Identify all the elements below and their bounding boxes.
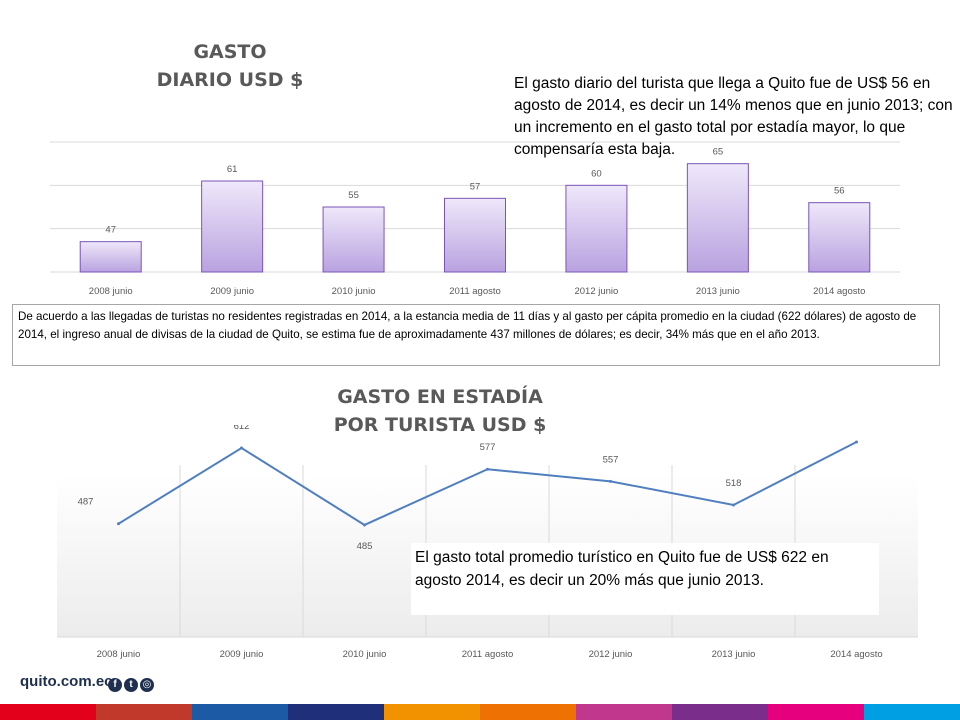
- stripe-segment: [0, 704, 96, 720]
- line-chart-title-line1: GASTO EN ESTADÍA: [337, 386, 543, 408]
- daily-spending-note: El gasto diario del turista que llega a …: [514, 75, 953, 158]
- line-x-tick-label: 2010 junio: [343, 649, 387, 660]
- line-data-label: 557: [603, 454, 619, 465]
- bar-data-label: 47: [105, 225, 116, 236]
- bar-x-tick-label: 2011 agosto: [449, 286, 501, 297]
- bar: [686, 163, 749, 273]
- bar-x-tick-label: 2010 junio: [332, 286, 376, 297]
- bar: [201, 180, 264, 273]
- bar: [808, 202, 871, 273]
- bar-chart-title-line2: DIARIO USD $: [156, 69, 304, 91]
- line-point: [732, 503, 735, 507]
- line-data-label: 518: [726, 478, 742, 489]
- stripe-segment: [672, 704, 768, 720]
- bar-data-label: 60: [591, 168, 602, 179]
- total-spending-note: El gasto total promedio turístico en Qui…: [411, 543, 879, 615]
- annual-income-note: De acuerdo a las llegadas de turistas no…: [12, 304, 940, 366]
- bar-x-tick-label: 2014 agosto: [813, 286, 865, 297]
- line-point: [117, 522, 120, 526]
- line-chart-title: GASTO EN ESTADÍA POR TURISTA USD $: [300, 383, 580, 439]
- bar-data-label: 65: [713, 147, 724, 158]
- bar-data-label: 57: [470, 181, 481, 192]
- line-chart-title-line2: POR TURISTA USD $: [333, 414, 547, 436]
- bar-x-tick-label: 2009 junio: [210, 286, 254, 297]
- bar-x-tick-label: 2008 junio: [89, 286, 133, 297]
- bar: [322, 206, 385, 273]
- bar-data-label: 56: [834, 186, 845, 197]
- bar-data-label: 55: [348, 190, 359, 201]
- line-data-label: 577: [480, 442, 496, 453]
- bar: [565, 184, 628, 273]
- line-x-tick-label: 2013 junio: [712, 649, 756, 660]
- bar: [79, 241, 142, 273]
- stripe-segment: [288, 704, 384, 720]
- stripe-segment: [768, 704, 864, 720]
- line-data-label: 612: [234, 425, 250, 432]
- bar: [444, 197, 506, 273]
- line-x-tick-label: 2014 agosto: [830, 649, 882, 660]
- social-icons: f t ◎: [108, 674, 156, 692]
- facebook-icon[interactable]: f: [108, 678, 122, 692]
- line-data-label: 487: [78, 497, 94, 508]
- twitter-icon[interactable]: t: [124, 678, 138, 692]
- brand-logo-text: quito.com.ec: [20, 673, 113, 690]
- line-point: [855, 440, 858, 444]
- bar-x-tick-label: 2013 junio: [696, 286, 740, 297]
- stripe-segment: [480, 704, 576, 720]
- bar-chart: 47 2008 junio 61 2009 junio 55 2010 junio 57 20…: [50, 141, 900, 297]
- bar-x-tick-label: 2012 junio: [574, 286, 618, 297]
- stripe-segment: [96, 704, 192, 720]
- line-x-tick-label: 2012 junio: [589, 649, 633, 660]
- stripe-segment: [384, 704, 480, 720]
- line-data-label: 622: [849, 425, 865, 426]
- brand-color-stripe: [0, 704, 960, 720]
- line-data-label: 485: [357, 541, 373, 552]
- bar-data-label: 61: [227, 164, 238, 175]
- line-x-tick-label: 2011 agosto: [462, 649, 514, 660]
- stripe-segment: [864, 704, 960, 720]
- bar-chart-title: GASTO DIARIO USD $: [150, 38, 310, 94]
- line-point: [240, 446, 243, 450]
- line-x-tick-label: 2009 junio: [220, 649, 264, 660]
- instagram-icon[interactable]: ◎: [140, 678, 154, 692]
- line-point: [486, 467, 489, 471]
- bar-chart-title-line1: GASTO: [193, 41, 267, 63]
- line-point: [363, 523, 366, 527]
- line-x-tick-label: 2008 junio: [97, 649, 141, 660]
- stripe-segment: [576, 704, 672, 720]
- stripe-segment: [192, 704, 288, 720]
- line-point: [609, 479, 612, 483]
